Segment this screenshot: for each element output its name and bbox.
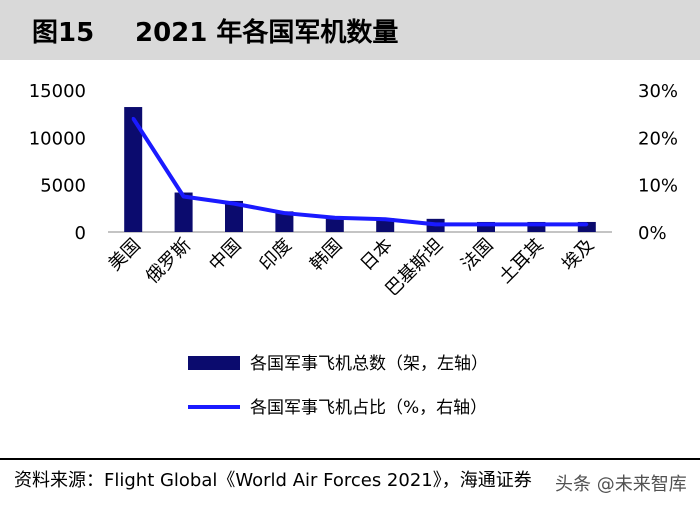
footer-rule (0, 458, 700, 460)
bar (275, 211, 294, 232)
watermark: 头条 @未来智库 (555, 474, 687, 495)
category-label: 埃及 (558, 235, 598, 275)
line-point (282, 211, 286, 215)
bar (124, 107, 143, 232)
legend-bar-label: 各国军事飞机总数（架，左轴） (250, 354, 488, 374)
line-point (434, 222, 438, 226)
bar (174, 192, 193, 232)
source-note: 资料来源：Flight Global《World Air Forces 2021… (14, 470, 532, 491)
category-label: 法国 (457, 235, 497, 275)
line-point (484, 222, 488, 226)
category-label: 韩国 (306, 235, 346, 275)
line-point (131, 116, 135, 120)
bar (477, 221, 495, 232)
line-point (383, 217, 387, 221)
left-axis: 0 5000 10000 15000 (29, 81, 612, 244)
bar (577, 221, 596, 232)
bar (527, 221, 546, 232)
category-label: 日本 (356, 235, 396, 275)
left-tick-label: 10000 (29, 128, 86, 149)
bar (376, 218, 395, 232)
category-label: 印度 (256, 235, 296, 275)
bar (325, 216, 344, 232)
figure-header: 图15 2021 年各国军机数量 (0, 0, 700, 60)
line-point (182, 195, 186, 198)
right-tick-label: 10% (638, 176, 678, 197)
right-axis: 0% 10% 20% 30% (638, 81, 678, 244)
right-tick-label: 20% (638, 128, 678, 149)
line-series (131, 116, 589, 227)
bar (225, 200, 243, 232)
category-label: 土耳其 (495, 235, 548, 288)
left-tick-label: 0 (75, 223, 86, 244)
right-tick-label: 0% (638, 223, 667, 244)
legend: 各国军事飞机总数（架，左轴） 各国军事飞机占比（%，右轴） (188, 354, 488, 418)
bar-series (124, 107, 596, 232)
figure-label: 图15 (32, 18, 95, 48)
right-tick-label: 30% (638, 81, 678, 102)
category-label: 美国 (104, 235, 144, 275)
line-point (333, 216, 337, 220)
category-label: 中国 (205, 235, 245, 275)
chart-title: 2021 年各国军机数量 (135, 18, 399, 48)
chart-area: 0 5000 10000 15000 0% 10% 20% 30% 美国俄罗斯 中国 印度 韩国日… (29, 81, 678, 418)
line-point (585, 222, 589, 226)
line-point (232, 202, 236, 206)
left-tick-label: 5000 (40, 176, 86, 197)
category-label: 俄罗斯 (142, 235, 195, 288)
legend-bar-swatch (188, 356, 240, 370)
legend-line-label: 各国军事飞机占比（%，右轴） (250, 398, 487, 418)
left-tick-label: 15000 (29, 81, 86, 102)
line-point (534, 222, 538, 226)
line-path (131, 117, 587, 227)
